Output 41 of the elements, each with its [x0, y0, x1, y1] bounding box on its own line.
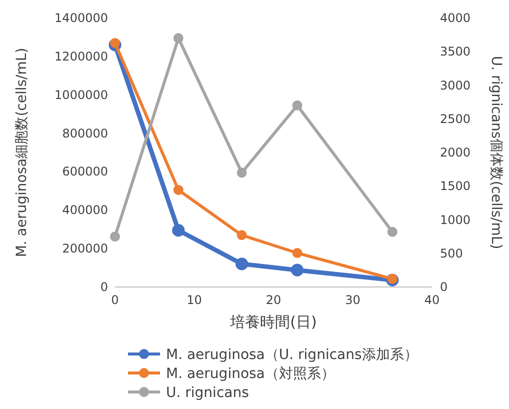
point	[290, 264, 304, 276]
x-tick-label: 30	[345, 293, 360, 307]
y-tick-label: 1200000	[54, 49, 108, 64]
y-tick-label: 0	[100, 280, 108, 294]
y-tick-label: 600000	[62, 164, 108, 179]
point	[236, 258, 248, 270]
y-axis-title: M. aeruginosa細胞数(cells/mL)	[14, 48, 30, 258]
y2-axis-title: U. rignicans個体数(cells/mL)	[488, 56, 504, 250]
point	[172, 224, 185, 237]
y2-tick-label: 500	[440, 246, 463, 260]
y2-tick-label: 1500	[440, 179, 471, 194]
y2-tick-label: 0	[440, 280, 448, 294]
point	[292, 100, 302, 110]
y-tick-label: 800000	[62, 126, 108, 140]
x-tick-label: 40	[424, 293, 440, 307]
x-tick-label: 20	[266, 293, 282, 307]
legend-label: U. rignicans	[166, 385, 249, 401]
y2-tick-label: 2500	[440, 112, 471, 126]
y2-tick-label: 1000	[440, 212, 471, 227]
y-tick-label: 400000	[62, 203, 108, 218]
x-tick-label: 10	[186, 293, 202, 307]
x-axis-title: 培養時間(日)	[229, 313, 317, 331]
legend-label: M. aeruginosa（対照系）	[166, 366, 335, 382]
point	[292, 248, 302, 258]
point	[387, 226, 398, 237]
point	[387, 274, 398, 284]
point	[173, 33, 184, 44]
point	[110, 232, 120, 242]
point	[110, 38, 120, 48]
point	[173, 184, 184, 195]
point	[236, 168, 247, 178]
y2-tick-label: 2000	[440, 146, 471, 160]
legend-label: M. aeruginosa（U. rignicans添加系）	[166, 347, 418, 363]
y-tick-label: 1400000	[54, 11, 108, 25]
y2-tick-label: 3500	[440, 44, 471, 59]
y-tick-label: 1000000	[54, 88, 108, 102]
y2-tick-label: 3000	[440, 78, 471, 92]
y-tick-label: 200000	[62, 242, 108, 256]
point	[236, 230, 247, 240]
y2-tick-label: 4000	[440, 11, 471, 25]
x-tick-label: 0	[111, 293, 119, 307]
